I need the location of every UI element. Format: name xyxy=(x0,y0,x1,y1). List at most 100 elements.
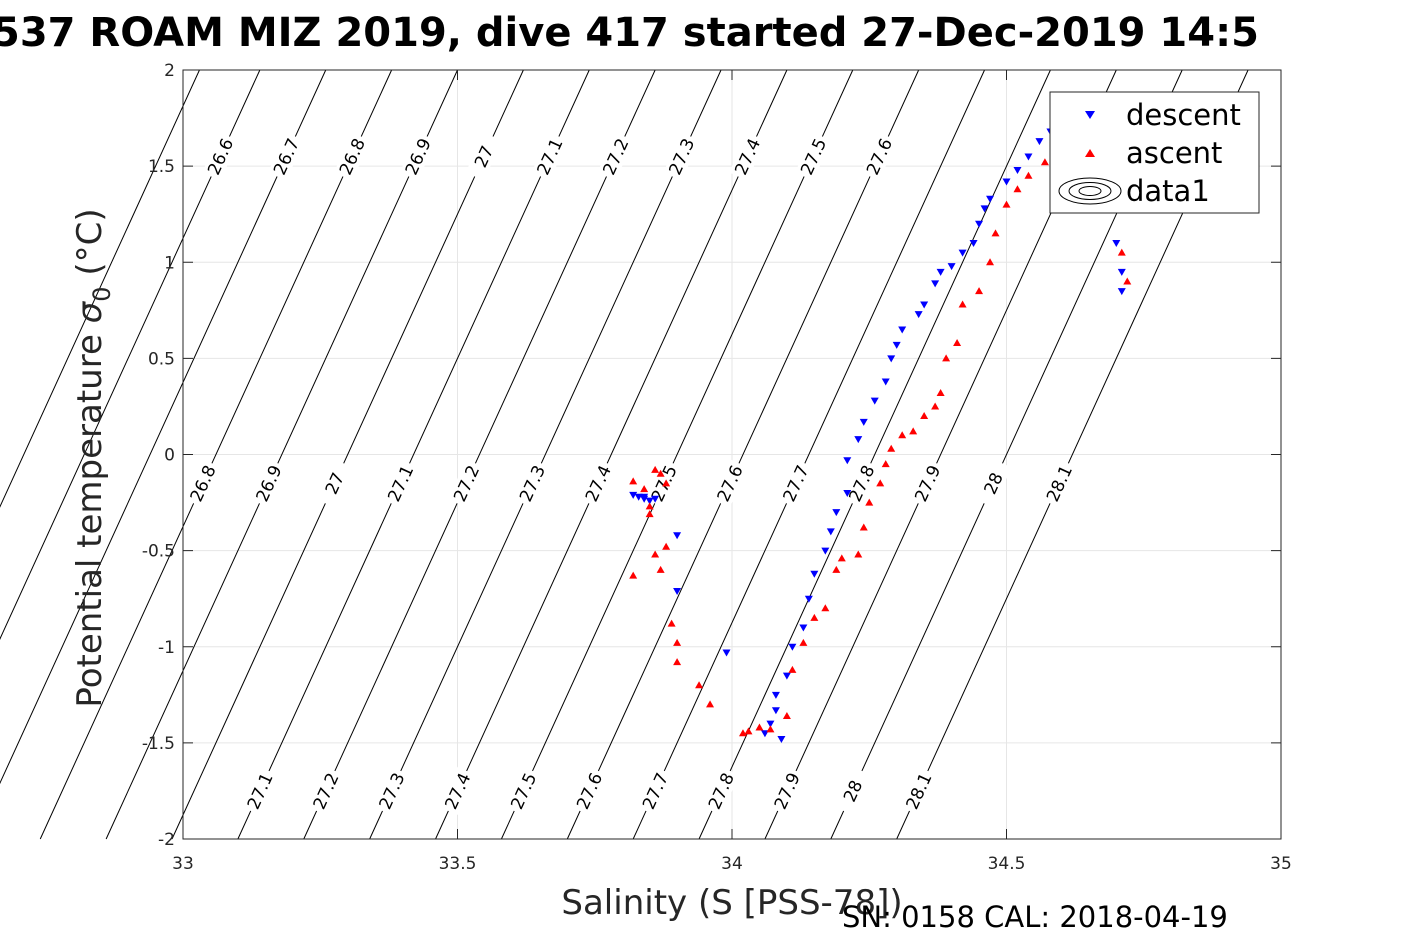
ascent-point xyxy=(832,565,841,573)
descent-point xyxy=(645,497,654,505)
legend: descent ascent data1 xyxy=(1049,91,1260,214)
ascent-point xyxy=(975,287,984,295)
contour-label-bg xyxy=(465,132,503,181)
y-axis-label: Potential temperature σ0 (°C) xyxy=(70,208,116,707)
contour-label-bg xyxy=(795,132,832,181)
contour-label-bg xyxy=(267,132,305,181)
isopycnal-line xyxy=(0,69,261,640)
contour-label-bg xyxy=(373,766,410,816)
contour-label-bg xyxy=(1040,459,1078,508)
contour-label-bg xyxy=(834,766,872,816)
ascent-point xyxy=(645,510,654,518)
ascent-point xyxy=(1002,200,1011,208)
contour-label-bg xyxy=(843,459,880,508)
contour-label-bg xyxy=(636,766,674,816)
ascent-point xyxy=(656,469,665,477)
ascent-point xyxy=(738,729,747,737)
ascent-point xyxy=(991,229,1000,237)
contour-label-bg xyxy=(505,766,542,816)
descent-point xyxy=(958,249,967,257)
descent-point xyxy=(920,301,929,309)
ascent-point xyxy=(766,725,775,733)
legend-label-data1: data1 xyxy=(1126,174,1210,208)
contour-label-bg xyxy=(579,459,617,508)
legend-marker-descent xyxy=(1085,111,1095,119)
ascent-point xyxy=(810,613,819,621)
y-tick-label: -1.5 xyxy=(142,734,175,754)
y-axis-label-main: Potential temperature xyxy=(70,323,110,707)
ascent-point xyxy=(788,665,797,673)
ascent-point xyxy=(1123,277,1132,285)
isopycnal-line xyxy=(105,69,458,840)
ascent-point xyxy=(876,479,885,487)
descent-point xyxy=(870,397,879,405)
y-tick-label: 0.5 xyxy=(148,349,175,369)
ascent-point xyxy=(859,523,868,531)
y-tick-label: -0.5 xyxy=(142,542,175,562)
descent-point xyxy=(1035,138,1044,146)
descent-point xyxy=(722,649,731,657)
contour-label-bg xyxy=(307,766,344,816)
ascent-point xyxy=(936,388,945,396)
ascent-point xyxy=(673,638,682,646)
legend-box xyxy=(1049,91,1260,214)
descent-point xyxy=(975,220,984,228)
ascent-point xyxy=(651,465,660,473)
descent-point xyxy=(859,418,868,426)
descent-point xyxy=(826,528,835,536)
descent-point xyxy=(1117,288,1126,296)
ascent-point xyxy=(1117,248,1126,256)
contour-label-bg xyxy=(399,132,437,181)
y-axis-label-unit: (°C) xyxy=(70,208,110,286)
ascent-point xyxy=(986,258,995,266)
x-tick-label: 33 xyxy=(172,854,194,874)
legend-marker-contour-icon xyxy=(1058,177,1122,205)
contour-label-bg xyxy=(729,132,766,181)
legend-label-descent: descent xyxy=(1126,98,1241,132)
descent-point xyxy=(887,355,896,363)
ascent-point xyxy=(673,658,682,666)
ascent-point xyxy=(953,338,962,346)
ascent-point xyxy=(651,550,660,558)
y-tick-label: 0 xyxy=(164,446,175,466)
ascent-point xyxy=(1040,158,1049,166)
contour-label-bg xyxy=(241,766,279,816)
isopycnal-line xyxy=(39,69,393,840)
contour-label-bg xyxy=(513,459,551,508)
ascent-point xyxy=(881,460,890,468)
ascent-point xyxy=(662,479,671,487)
ascent-point xyxy=(865,498,874,506)
ascent-point xyxy=(629,571,638,579)
contour-label-bg xyxy=(184,459,222,508)
legend-label-ascent: ascent xyxy=(1126,136,1222,170)
descent-point xyxy=(782,672,791,680)
contour-label-bg xyxy=(202,132,239,181)
ascent-point xyxy=(920,412,929,420)
ascent-point xyxy=(640,485,649,493)
descent-point xyxy=(1013,166,1022,174)
descent-point xyxy=(931,280,940,288)
ascent-point xyxy=(755,723,764,731)
descent-point xyxy=(771,691,780,699)
ascent-point xyxy=(656,565,665,573)
ascent-point xyxy=(799,638,808,646)
descent-point xyxy=(892,341,901,349)
contour-label-bg xyxy=(663,132,700,181)
ascent-point xyxy=(645,502,654,510)
descent-point xyxy=(640,493,649,501)
contour-label-bg xyxy=(382,459,419,508)
ascent-point xyxy=(695,681,704,689)
ascent-point xyxy=(706,700,715,708)
descent-point xyxy=(777,736,786,744)
contour-label-bg xyxy=(900,766,937,816)
descent-point xyxy=(821,547,830,555)
y-tick-label: 1.5 xyxy=(148,157,175,177)
x-tick-label: 33.5 xyxy=(439,854,477,874)
y-axis-label-sigma: σ xyxy=(70,300,110,323)
ascent-point xyxy=(1013,185,1022,193)
isopycnal-line xyxy=(500,69,854,840)
descent-point xyxy=(629,491,638,499)
descent-point xyxy=(804,595,813,603)
contour-label-bg xyxy=(768,766,806,816)
contour-label-bg xyxy=(860,132,898,181)
